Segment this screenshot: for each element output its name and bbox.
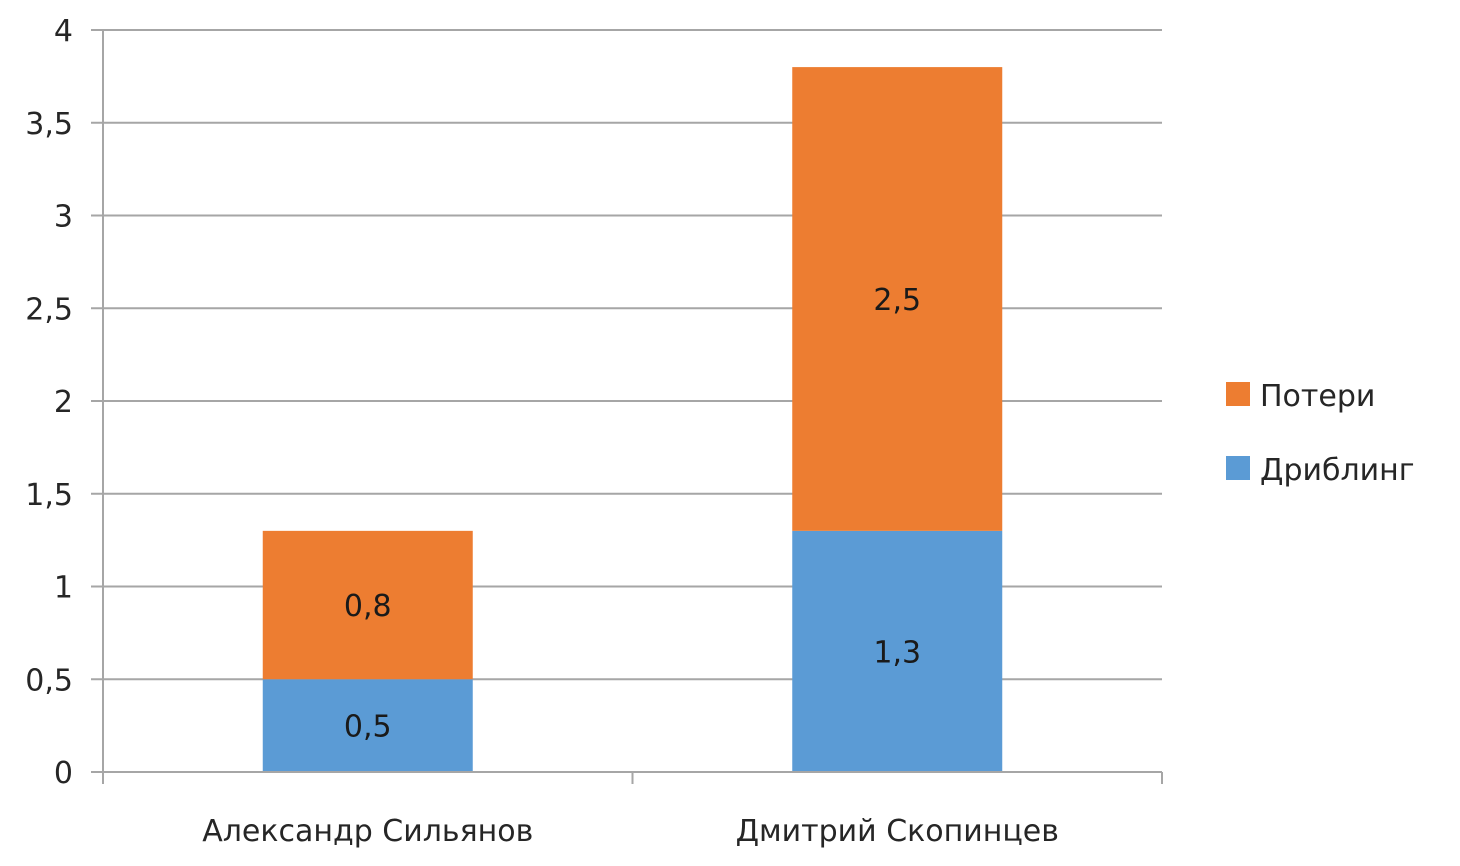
y-tick-label: 2 bbox=[54, 385, 73, 420]
y-tick-label: 1 bbox=[54, 571, 73, 606]
bar-segment bbox=[792, 530, 1003, 772]
bar-segment bbox=[262, 530, 473, 680]
data-label: 0,8 bbox=[344, 589, 392, 624]
data-label: 2,5 bbox=[873, 283, 921, 318]
data-label: 0,5 bbox=[344, 710, 392, 745]
legend-label: Дриблинг bbox=[1260, 453, 1415, 488]
x-category-label: Александр Сильянов bbox=[202, 814, 533, 849]
y-tick-label: 1,5 bbox=[25, 478, 73, 513]
y-tick-label: 2,5 bbox=[25, 292, 73, 327]
y-tick-label: 3,5 bbox=[25, 107, 73, 142]
y-tick-label: 4 bbox=[54, 14, 73, 49]
legend-swatch bbox=[1226, 382, 1250, 406]
legend-label: Потери bbox=[1260, 379, 1375, 414]
bar-segment bbox=[792, 67, 1003, 531]
y-axis-tick-labels: 0 0,5 1 1,5 2 2,5 3 3,5 4 bbox=[25, 14, 73, 791]
y-tick-label: 0,5 bbox=[25, 663, 73, 698]
legend-swatch bbox=[1226, 456, 1250, 480]
x-axis-category-labels: Александр Сильянов Дмитрий Скопинцев bbox=[202, 814, 1059, 849]
x-category-label: Дмитрий Скопинцев bbox=[736, 814, 1059, 849]
axes bbox=[102, 30, 1163, 784]
legend: Потери Дриблинг bbox=[1226, 379, 1415, 488]
y-tick-label: 0 bbox=[54, 756, 73, 791]
bars bbox=[262, 67, 1003, 772]
bar-segment bbox=[262, 679, 473, 772]
data-labels: 0,5 0,8 1,3 2,5 bbox=[344, 283, 921, 745]
data-label: 1,3 bbox=[873, 635, 921, 670]
y-tick-label: 3 bbox=[54, 200, 73, 235]
